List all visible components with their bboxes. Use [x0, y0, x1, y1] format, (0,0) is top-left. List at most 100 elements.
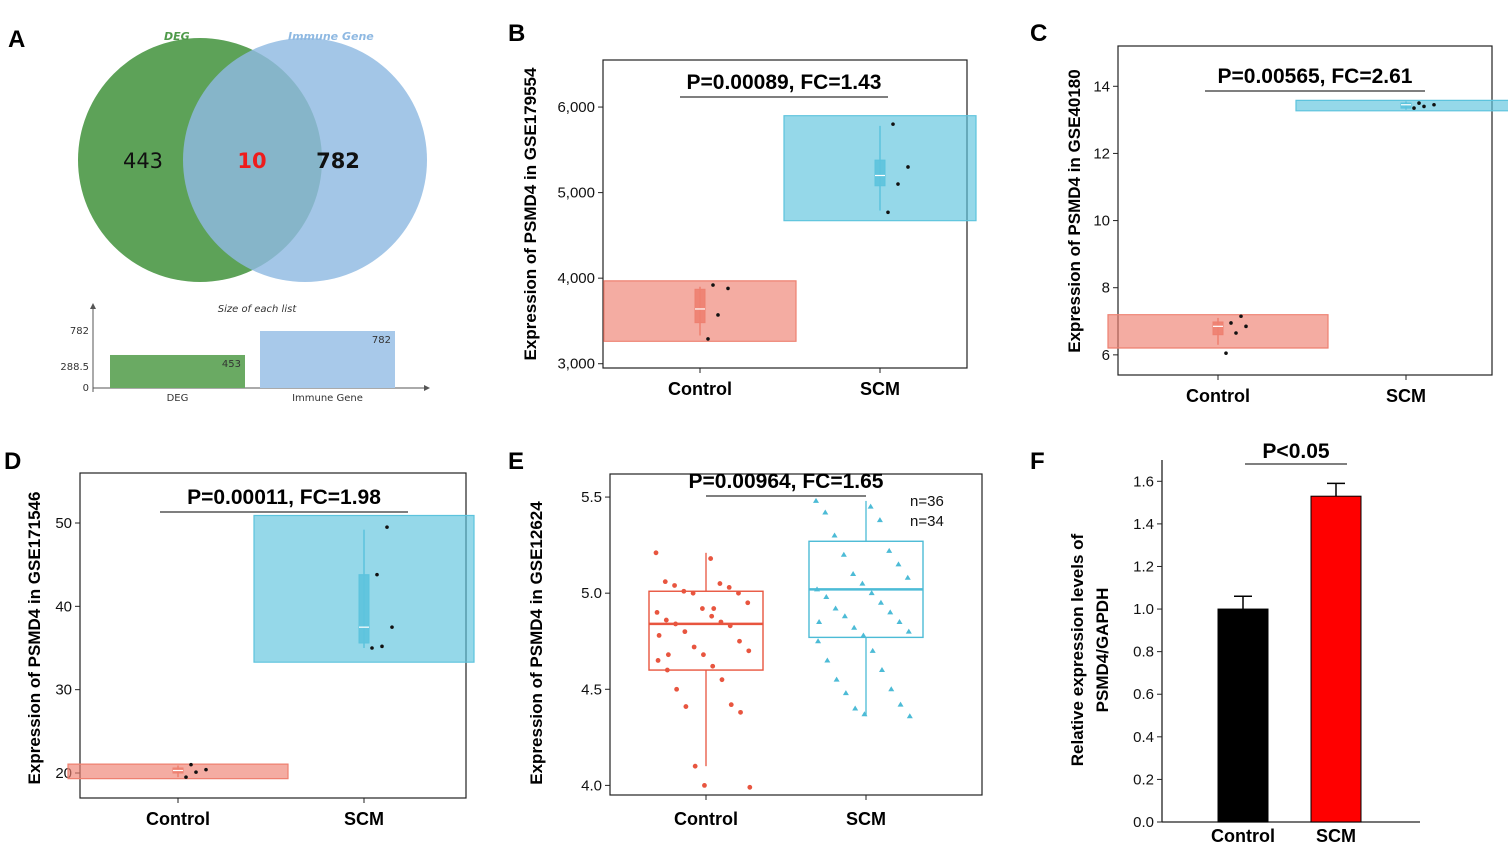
scm-point [385, 525, 389, 529]
control-point [726, 585, 732, 590]
inset-ytick-label: 288.5 [60, 362, 89, 373]
control-point [719, 677, 725, 683]
scm-point [390, 625, 394, 629]
scm-point [886, 210, 890, 215]
y-tick-label: 1.6 [1133, 473, 1154, 490]
panel-label-c: C [1030, 20, 1047, 47]
panel-label-f: F [1030, 448, 1045, 475]
panel-a: DEG Immune Gene 443 10 782 Size of each list 7… [60, 30, 430, 404]
significance-title: P=0.00011, FC=1.98 [187, 486, 381, 509]
scm-point [868, 590, 875, 596]
plot-frame [609, 473, 983, 796]
venn-set-label-immune: Immune Gene [288, 30, 374, 43]
scm-point [886, 547, 893, 553]
x-category-label: SCM [1316, 826, 1356, 844]
control-point [690, 590, 696, 596]
control-point [738, 709, 743, 715]
control-point [747, 784, 753, 790]
legend-control-n: n=36 [910, 493, 944, 510]
inset-y-arrow [90, 303, 96, 309]
control-box [1212, 321, 1224, 336]
y-tick-label: 0.2 [1133, 771, 1154, 788]
control-point [706, 337, 710, 341]
scm-point [906, 165, 910, 169]
control-point [683, 704, 689, 709]
y-tick-label: 6,000 [557, 99, 595, 116]
x-category-label: Control [668, 379, 732, 399]
y-axis-title: Expression of PSMD4 in GSE171546 [25, 492, 44, 785]
control-point [674, 686, 680, 692]
scm-point [887, 609, 894, 615]
y-tick-label: 5.0 [581, 585, 602, 602]
scm-point [867, 503, 874, 509]
scm-point [822, 509, 829, 515]
scm-point [869, 647, 876, 653]
y-tick-label: 10 [1093, 213, 1110, 230]
inset-bar-0 [110, 354, 245, 388]
venn-set-label-deg: DEG [164, 30, 190, 43]
plot-frame [1117, 45, 1493, 376]
x-category-label: SCM [1386, 386, 1426, 406]
control-point [654, 609, 660, 615]
inset-bar-value: 453 [222, 359, 241, 370]
scm-point [888, 686, 895, 692]
control-point [655, 658, 661, 663]
control-point [692, 763, 698, 769]
scm-point [380, 644, 384, 649]
y-axis-title: Expression of PSMD4 in GSE40180 [1065, 69, 1084, 352]
x-category-label: SCM [344, 809, 384, 829]
scm-point [815, 638, 822, 644]
control-point [189, 762, 193, 767]
control-point [717, 581, 723, 586]
venn-count-deg-only: 443 [123, 149, 163, 173]
scm-point [823, 594, 830, 600]
control-point [699, 606, 705, 611]
control-point [1224, 351, 1228, 355]
control-point [711, 606, 717, 611]
significance-title: P=0.00964, FC=1.65 [689, 470, 884, 493]
scm-point [852, 705, 859, 711]
control-point [672, 583, 677, 588]
scm-point [1432, 102, 1436, 107]
y-tick-label: 1.4 [1133, 516, 1154, 533]
control-box [648, 590, 764, 671]
control-point [727, 623, 733, 629]
inset-ytick-label: 782 [70, 326, 89, 337]
control-point [746, 648, 752, 654]
control-point [716, 313, 720, 317]
scm-point [833, 676, 840, 682]
scm-point [813, 497, 819, 503]
y-tick-label: 4.5 [581, 681, 602, 698]
y-tick-label: 8 [1102, 280, 1110, 297]
x-category-label: Control [1211, 826, 1275, 844]
control-box [694, 288, 706, 324]
control-point [736, 590, 741, 596]
panel-c: 6 8 10 12 14 Control SCM Expression of PSMD4 in… [1065, 45, 1508, 406]
inset-bar-value: 782 [372, 335, 391, 346]
y-tick-label: 0.8 [1133, 644, 1154, 661]
control-point [709, 613, 715, 619]
y-tick-label: 1.2 [1133, 558, 1154, 575]
y-tick-label: 5.5 [581, 489, 602, 506]
scm-point [824, 657, 831, 663]
scm-point [896, 619, 903, 625]
control-point [204, 767, 208, 772]
y-tick-label: 6 [1102, 347, 1110, 364]
scm-box [874, 159, 886, 187]
scm-point [370, 646, 374, 650]
x-category-label: Control [146, 809, 210, 829]
control-point [711, 283, 715, 287]
scm-point [840, 551, 847, 557]
y-tick-label: 0.0 [1133, 814, 1154, 831]
control-point [656, 633, 662, 638]
y-tick-label: 4,000 [557, 270, 595, 287]
y-axis-title: Expression of PSMD4 in GSE179554 [521, 67, 540, 360]
panel-label-e: E [508, 448, 524, 475]
y-tick-label: 40 [55, 598, 72, 615]
y-tick-label: 5,000 [557, 185, 595, 202]
inset-bar-1 [260, 331, 395, 388]
venn-circle-immune [183, 38, 427, 282]
scm-point [876, 517, 883, 523]
